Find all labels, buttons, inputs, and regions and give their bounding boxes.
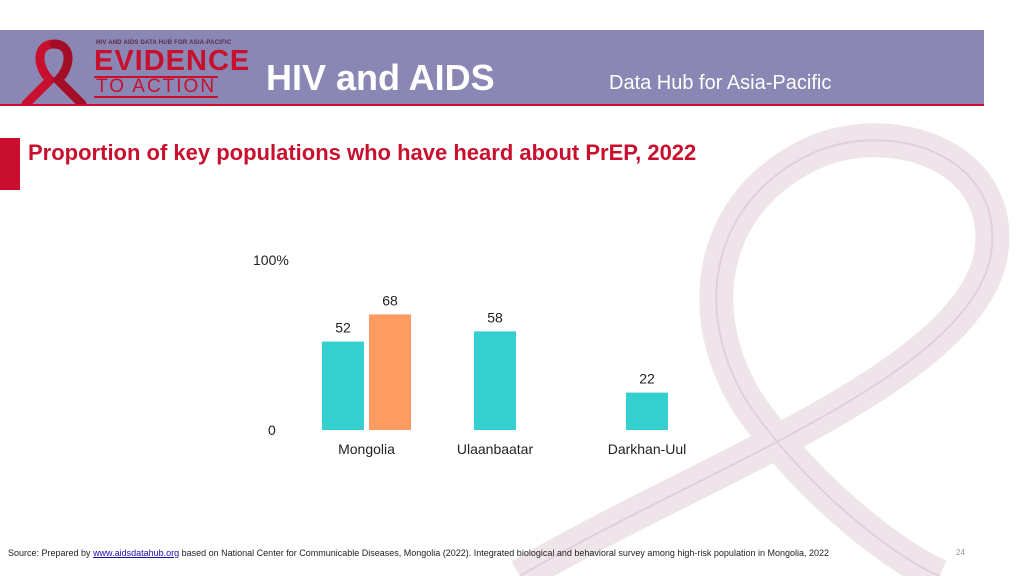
source-rest: based on National Center for Communicabl… [179,548,830,558]
slide-title: Proportion of key populations who have h… [28,140,697,165]
data-label-mongolia-s1: 52 [335,320,351,336]
evidence-to-action-logo: HIV AND AIDS DATA HUB FOR ASIA-PACIFIC E… [14,36,249,104]
data-label-mongolia-s2: 68 [382,292,398,308]
app-title: HIV and AIDS [266,57,495,98]
source-note: Source: Prepared by www.aidsdatahub.org … [8,548,829,558]
bar-ulaanbaatar-s1 [474,331,516,430]
header-banner: HIV AND AIDS DATA HUB FOR ASIA-PACIFIC E… [0,30,984,106]
title-accent-bar [0,138,20,190]
data-label-darkhan-uul-s1: 22 [639,371,655,387]
bar-mongolia-s2 [369,314,411,430]
y-axis-bottom-label: 0 [268,422,276,438]
logo-to-action-text: TO ACTION [94,76,219,98]
data-label-ulaanbaatar-s1: 58 [487,309,503,325]
logo-tagline: HIV AND AIDS DATA HUB FOR ASIA-PACIFIC [96,40,232,46]
source-link[interactable]: www.aidsdatahub.org [93,548,180,558]
y-axis-top-label: 100% [253,252,289,268]
red-ribbon-icon [21,39,87,104]
page-number: 24 [956,548,965,557]
app-subtitle: Data Hub for Asia-Pacific [609,72,832,94]
bar-darkhan-uul-s1 [626,392,668,430]
logo-evidence-text: EVIDENCE [94,45,251,77]
bar-mongolia-s1 [322,341,364,430]
category-label-mongolia: Mongolia [338,441,395,457]
category-label-ulaanbaatar: Ulaanbaatar [457,441,534,457]
source-prefix: Source: Prepared by [8,548,94,558]
category-label-darkhan-uul: Darkhan-Uul [608,441,687,457]
